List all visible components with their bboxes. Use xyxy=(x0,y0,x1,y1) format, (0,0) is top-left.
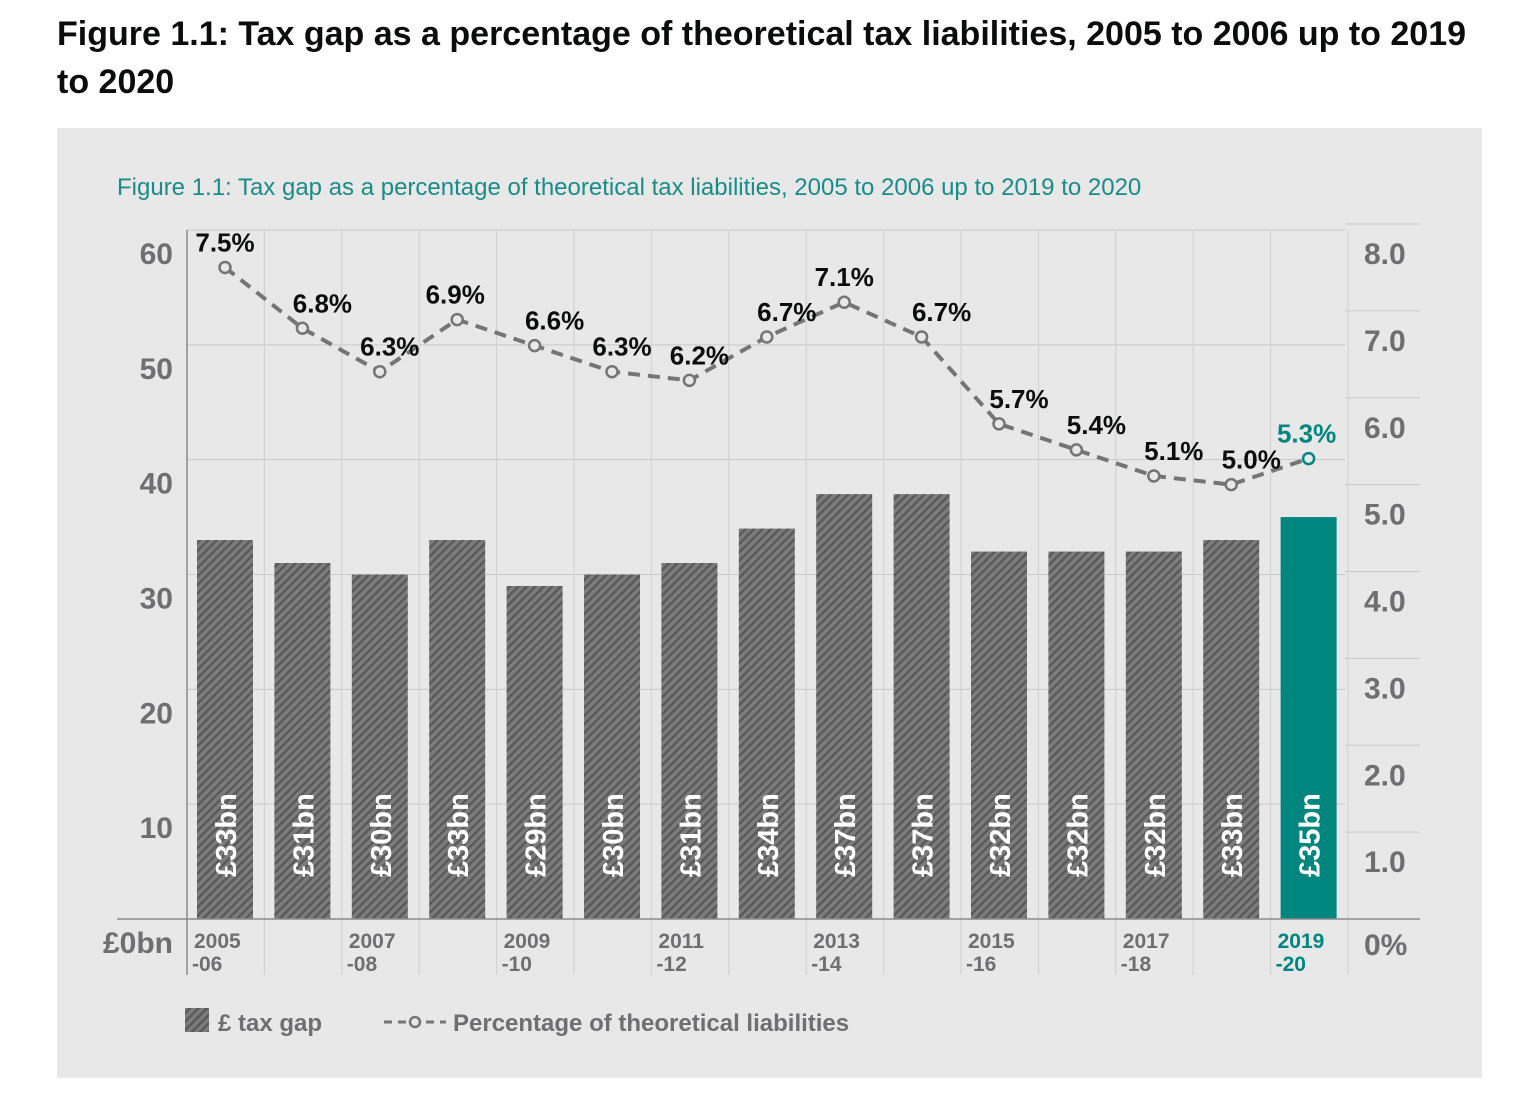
legend-line-label: Percentage of theoretical liabilities xyxy=(453,1010,849,1037)
line-point xyxy=(373,364,387,379)
x-tick-label: -16 xyxy=(966,953,996,976)
point-label: 6.7% xyxy=(757,297,816,327)
right-axis-tick: 6.0 xyxy=(1364,412,1406,445)
legend-bar-label: £ tax gap xyxy=(218,1010,322,1037)
bar-label: £34bn xyxy=(753,793,785,877)
bar-label: £31bn xyxy=(288,793,320,877)
x-tick-label: 2017 xyxy=(1123,930,1170,953)
left-axis-tick: 50 xyxy=(140,353,173,386)
bar xyxy=(661,563,718,919)
bar xyxy=(893,494,950,919)
x-tick-label: 2015 xyxy=(968,930,1015,953)
left-axis-tick: 60 xyxy=(140,238,173,271)
right-axis-tick: 7.0 xyxy=(1364,325,1406,358)
bar-label: £32bn xyxy=(1062,793,1094,877)
left-axis-tick: 40 xyxy=(140,468,173,501)
right-axis-tick: 8.0 xyxy=(1364,238,1406,271)
line-point xyxy=(527,338,542,353)
line-point xyxy=(218,260,232,275)
line-point xyxy=(1301,451,1316,466)
bar xyxy=(1125,551,1182,919)
point-label: 7.5% xyxy=(195,227,254,257)
bar-label: £32bn xyxy=(985,793,1017,877)
bar-label: £37bn xyxy=(908,793,940,877)
bar-label: £33bn xyxy=(211,793,243,877)
right-axis-tick: 0% xyxy=(1364,929,1407,962)
bar-label: £32bn xyxy=(1140,793,1172,877)
chart-title: Figure 1.1: Tax gap as a percentage of t… xyxy=(117,174,1141,201)
line-point xyxy=(914,330,929,344)
left-axis-tick: 20 xyxy=(140,697,173,730)
left-axis-tick: 30 xyxy=(140,583,173,616)
line-point xyxy=(295,321,310,335)
bar xyxy=(1203,540,1260,919)
bar xyxy=(816,494,873,919)
bar xyxy=(971,551,1027,919)
x-tick-label: -12 xyxy=(656,953,686,976)
left-axis-tick: 10 xyxy=(140,812,173,845)
point-label: 6.3% xyxy=(592,332,651,362)
bar-label: £35bn xyxy=(1295,793,1327,877)
point-label: 5.7% xyxy=(989,384,1048,414)
x-tick-label: 2013 xyxy=(813,930,860,953)
point-label: 5.4% xyxy=(1067,410,1126,440)
point-label: 6.7% xyxy=(912,297,971,327)
bar-label: £37bn xyxy=(830,793,862,877)
point-label: 7.1% xyxy=(815,262,874,292)
x-tick-label: 2019 xyxy=(1278,930,1325,953)
bar-label: £30bn xyxy=(598,793,630,877)
x-tick-label: -18 xyxy=(1121,953,1152,976)
right-axis-tick: 1.0 xyxy=(1364,846,1406,879)
bar xyxy=(506,585,563,919)
line-point xyxy=(450,312,464,327)
right-axis-tick: 5.0 xyxy=(1364,499,1406,532)
point-label: 6.6% xyxy=(525,306,584,336)
point-label: 5.0% xyxy=(1222,445,1281,475)
right-axis-tick: 3.0 xyxy=(1364,672,1406,705)
line-point xyxy=(1069,443,1084,457)
left-axis-tick: £0bn xyxy=(103,927,173,960)
line-point xyxy=(605,364,619,379)
point-label: 5.3% xyxy=(1277,419,1336,449)
point-label: 6.3% xyxy=(360,332,419,362)
point-label: 5.1% xyxy=(1144,436,1203,466)
bar-label: £33bn xyxy=(1217,793,1249,877)
bar-label: £30bn xyxy=(366,793,398,877)
x-tick-label: 2005 xyxy=(194,930,241,953)
bar-label: £29bn xyxy=(521,793,553,877)
page-title: Figure 1.1: Tax gap as a percentage of t… xyxy=(57,15,1467,101)
bar-label: £33bn xyxy=(443,793,475,877)
x-tick-label: -20 xyxy=(1276,953,1306,976)
legend-bar-swatch xyxy=(185,1008,209,1032)
x-tick-label: -14 xyxy=(811,953,842,976)
line-point xyxy=(1224,477,1238,492)
bar xyxy=(197,540,253,919)
bar xyxy=(274,563,331,919)
x-tick-label: -08 xyxy=(347,953,378,976)
x-tick-label: -10 xyxy=(502,953,532,976)
point-label: 6.2% xyxy=(670,340,729,370)
right-axis-tick: 2.0 xyxy=(1364,759,1406,792)
bar xyxy=(738,528,795,919)
bar xyxy=(584,574,640,919)
bar-label: £31bn xyxy=(675,793,707,877)
bar xyxy=(351,574,408,919)
point-label: 6.9% xyxy=(426,280,485,310)
right-axis-tick: 4.0 xyxy=(1364,586,1406,619)
line-point xyxy=(837,295,851,309)
x-tick-label: 2007 xyxy=(349,930,396,953)
line-point xyxy=(682,373,697,388)
x-tick-label: -06 xyxy=(192,953,222,976)
line-point xyxy=(1147,469,1161,483)
bar xyxy=(1280,517,1337,919)
point-label: 6.8% xyxy=(293,288,352,318)
x-tick-label: 2011 xyxy=(658,930,704,953)
bar xyxy=(429,540,486,919)
legend-line-marker xyxy=(408,1015,422,1029)
x-tick-label: 2009 xyxy=(504,930,551,953)
line-point xyxy=(760,330,774,344)
bar xyxy=(1048,551,1105,919)
line-point xyxy=(992,417,1006,431)
